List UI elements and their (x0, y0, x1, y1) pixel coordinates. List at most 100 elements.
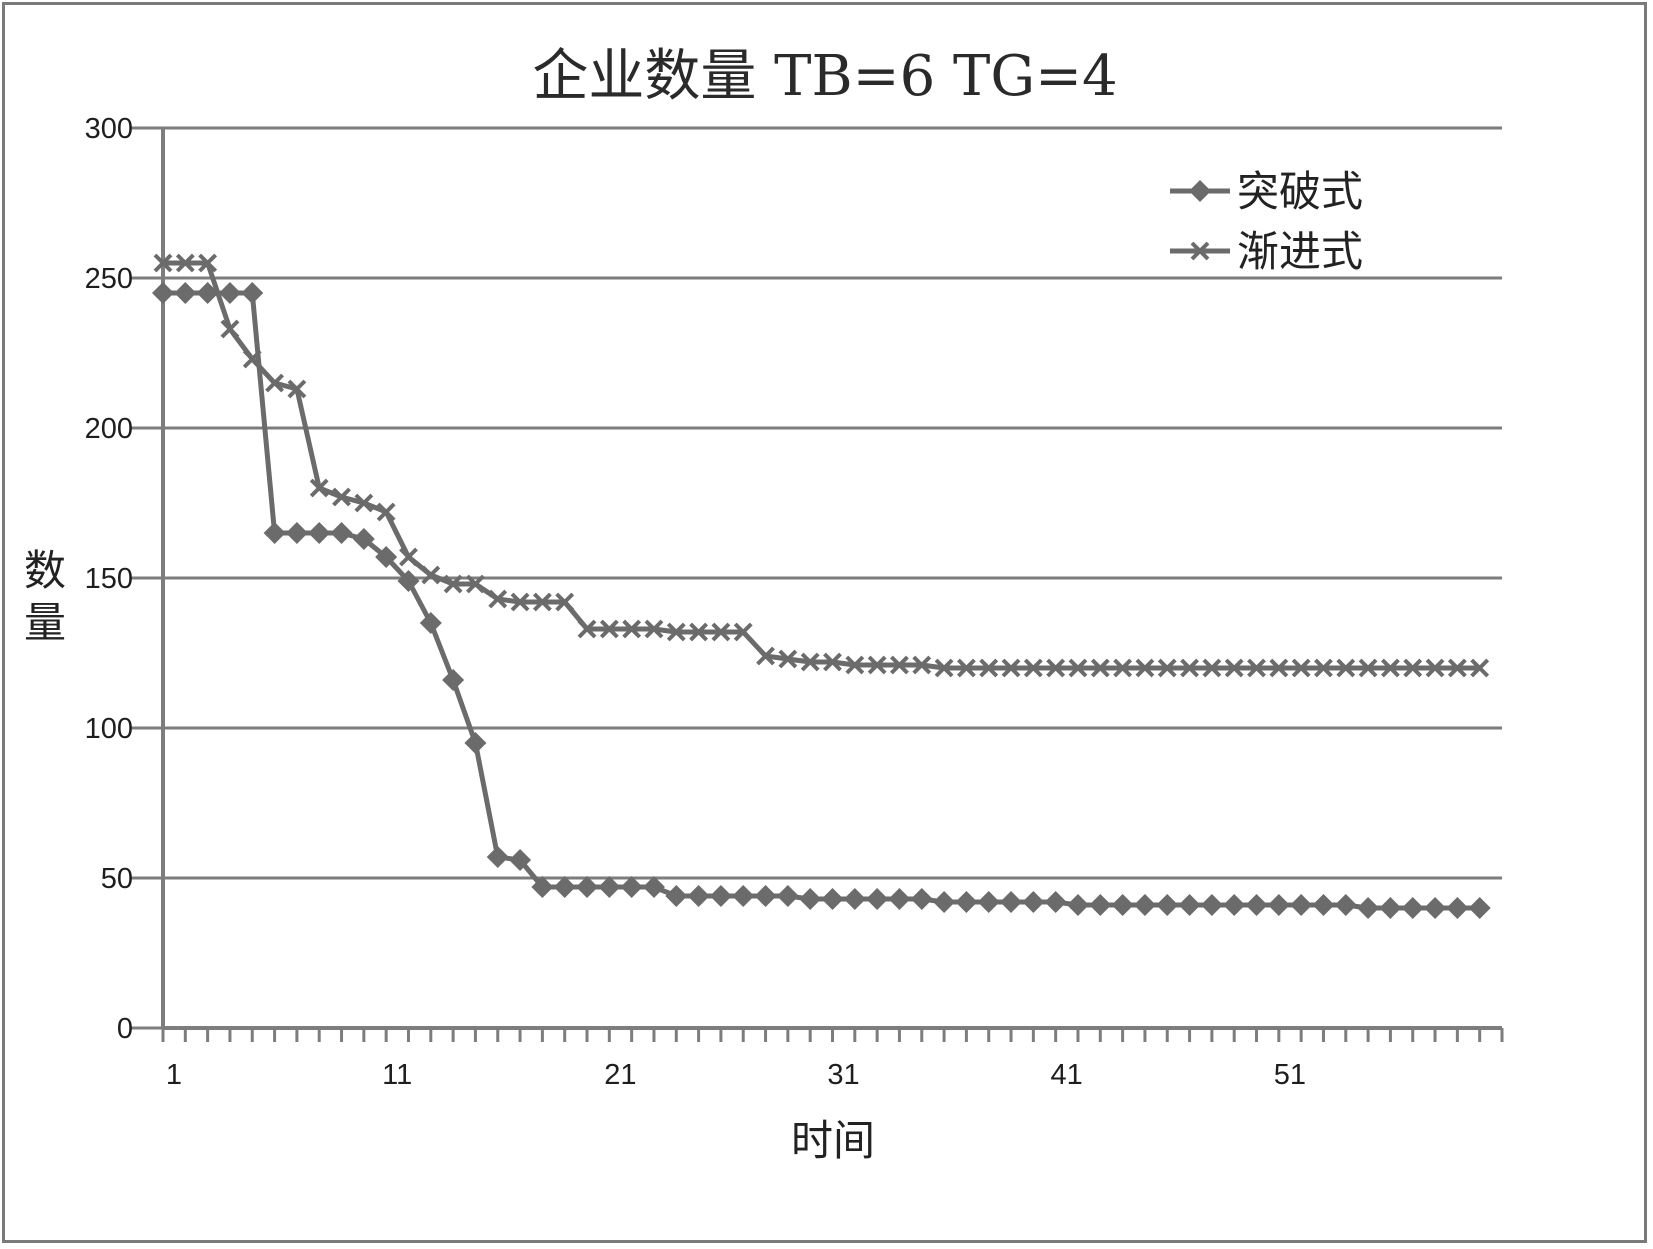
point-marker-diamond (1000, 891, 1023, 913)
point-marker-x-stroke (778, 649, 798, 669)
legend-item: 渐进式 (1170, 227, 1363, 276)
point-marker-x-stroke (1358, 658, 1378, 678)
point-marker-diamond (553, 876, 576, 898)
point-marker-x (1247, 658, 1266, 678)
point-marker-x (555, 592, 575, 612)
point-marker-x (1180, 658, 1199, 678)
point-marker-diamond (1223, 894, 1246, 916)
x-tick-label: 51 (1274, 1059, 1306, 1091)
point-marker-x-stroke (800, 652, 820, 672)
legend-label: 渐进式 (1237, 227, 1363, 276)
point-marker-diamond (977, 891, 1000, 913)
point-marker-x-stroke (399, 547, 418, 567)
point-marker-x (711, 622, 731, 642)
point-marker-diamond (620, 876, 643, 898)
point-marker-x (1470, 658, 1490, 678)
point-marker-x-stroke (421, 565, 441, 585)
point-marker-diamond (1267, 894, 1290, 916)
point-marker-diamond (598, 876, 621, 898)
point-marker-diamond (910, 888, 933, 910)
point-marker-x (956, 658, 976, 678)
point-marker-diamond (776, 885, 799, 907)
point-marker-x (845, 655, 865, 675)
point-marker-diamond (576, 876, 599, 898)
series-line (163, 290, 1480, 911)
point-marker-x-stroke (488, 589, 508, 609)
point-marker-x-stroke (1023, 658, 1043, 678)
point-marker-x (912, 655, 932, 675)
point-marker-x-stroke (912, 655, 932, 675)
point-marker-diamond (263, 522, 286, 544)
point-marker-x (1447, 658, 1467, 678)
point-marker-x (1068, 658, 1088, 678)
point-marker-diamond (665, 885, 688, 907)
point-marker-diamond (843, 888, 866, 910)
point-marker-diamond (442, 669, 465, 691)
y-tick-label: 100 (85, 713, 133, 745)
y-axis-title-char: 量 (24, 598, 66, 647)
y-axis-title-char: 数 (24, 546, 66, 595)
point-marker-diamond (174, 282, 197, 304)
point-marker-x (867, 655, 887, 675)
point-marker-x (488, 589, 508, 609)
x-tick-label: 11 (382, 1059, 412, 1091)
point-marker-x (1269, 658, 1289, 678)
point-marker-x (934, 658, 954, 678)
point-marker-x (689, 622, 709, 642)
point-marker-diamond (1022, 891, 1045, 913)
point-marker-x-stroke (934, 658, 954, 678)
point-marker-x-stroke (153, 253, 173, 273)
x-axis: 1 11 21 31 41 51 (161, 128, 1504, 1091)
point-marker-x-stroke (175, 253, 195, 273)
point-marker-x (198, 253, 218, 273)
point-marker-x-stroke (1090, 658, 1110, 678)
point-marker-x-stroke (510, 592, 530, 612)
point-marker-x (265, 373, 284, 393)
point-marker-x-stroke (733, 622, 753, 642)
point-marker-diamond (821, 888, 844, 910)
point-marker-x-stroke (890, 655, 909, 675)
point-marker-x-stroke (1425, 658, 1445, 678)
x-tick-label: 31 (827, 1059, 859, 1091)
y-axis-title-group: 数量 (24, 546, 66, 647)
point-marker-x-stroke (466, 574, 485, 594)
point-marker-x-stroke (555, 592, 575, 612)
point-marker-x-stroke (309, 478, 329, 498)
y-tick-label: 250 (85, 263, 133, 295)
point-marker-x (1202, 658, 1222, 678)
point-marker-x (287, 379, 307, 399)
point-marker-x-stroke (1046, 658, 1066, 678)
point-marker-diamond (330, 522, 353, 544)
point-marker-x (1023, 658, 1043, 678)
point-marker-diamond (754, 885, 777, 907)
point-marker-x (979, 658, 999, 678)
x-tick-label: 21 (604, 1059, 636, 1091)
series-2 (153, 253, 1490, 678)
point-marker-x-stroke (644, 619, 664, 639)
y-tick-label: 300 (85, 113, 133, 145)
point-marker-diamond (888, 888, 911, 910)
point-marker-diamond (241, 282, 264, 304)
point-marker-x-stroke (265, 373, 284, 393)
point-marker-diamond (1379, 897, 1402, 919)
point-marker-diamond (285, 522, 308, 544)
point-marker-diamond (732, 885, 755, 907)
point-marker-x-stroke (532, 592, 552, 612)
point-marker-x (1336, 658, 1356, 678)
point-marker-x-stroke (867, 655, 887, 675)
point-marker-x-stroke (376, 502, 396, 522)
point-marker-x (242, 349, 262, 369)
point-marker-diamond (1178, 894, 1201, 916)
point-marker-diamond (955, 891, 978, 913)
point-marker-x-stroke (242, 349, 262, 369)
point-marker-diamond (352, 528, 375, 550)
point-marker-x (175, 253, 195, 273)
point-marker-x-stroke (1447, 658, 1467, 678)
point-marker-x-stroke (443, 574, 463, 594)
point-marker-x (510, 592, 530, 612)
y-tick-label: 50 (101, 863, 133, 895)
point-marker-x-stroke (1314, 658, 1333, 678)
point-marker-diamond (1334, 894, 1357, 916)
point-marker-x-stroke (845, 655, 865, 675)
